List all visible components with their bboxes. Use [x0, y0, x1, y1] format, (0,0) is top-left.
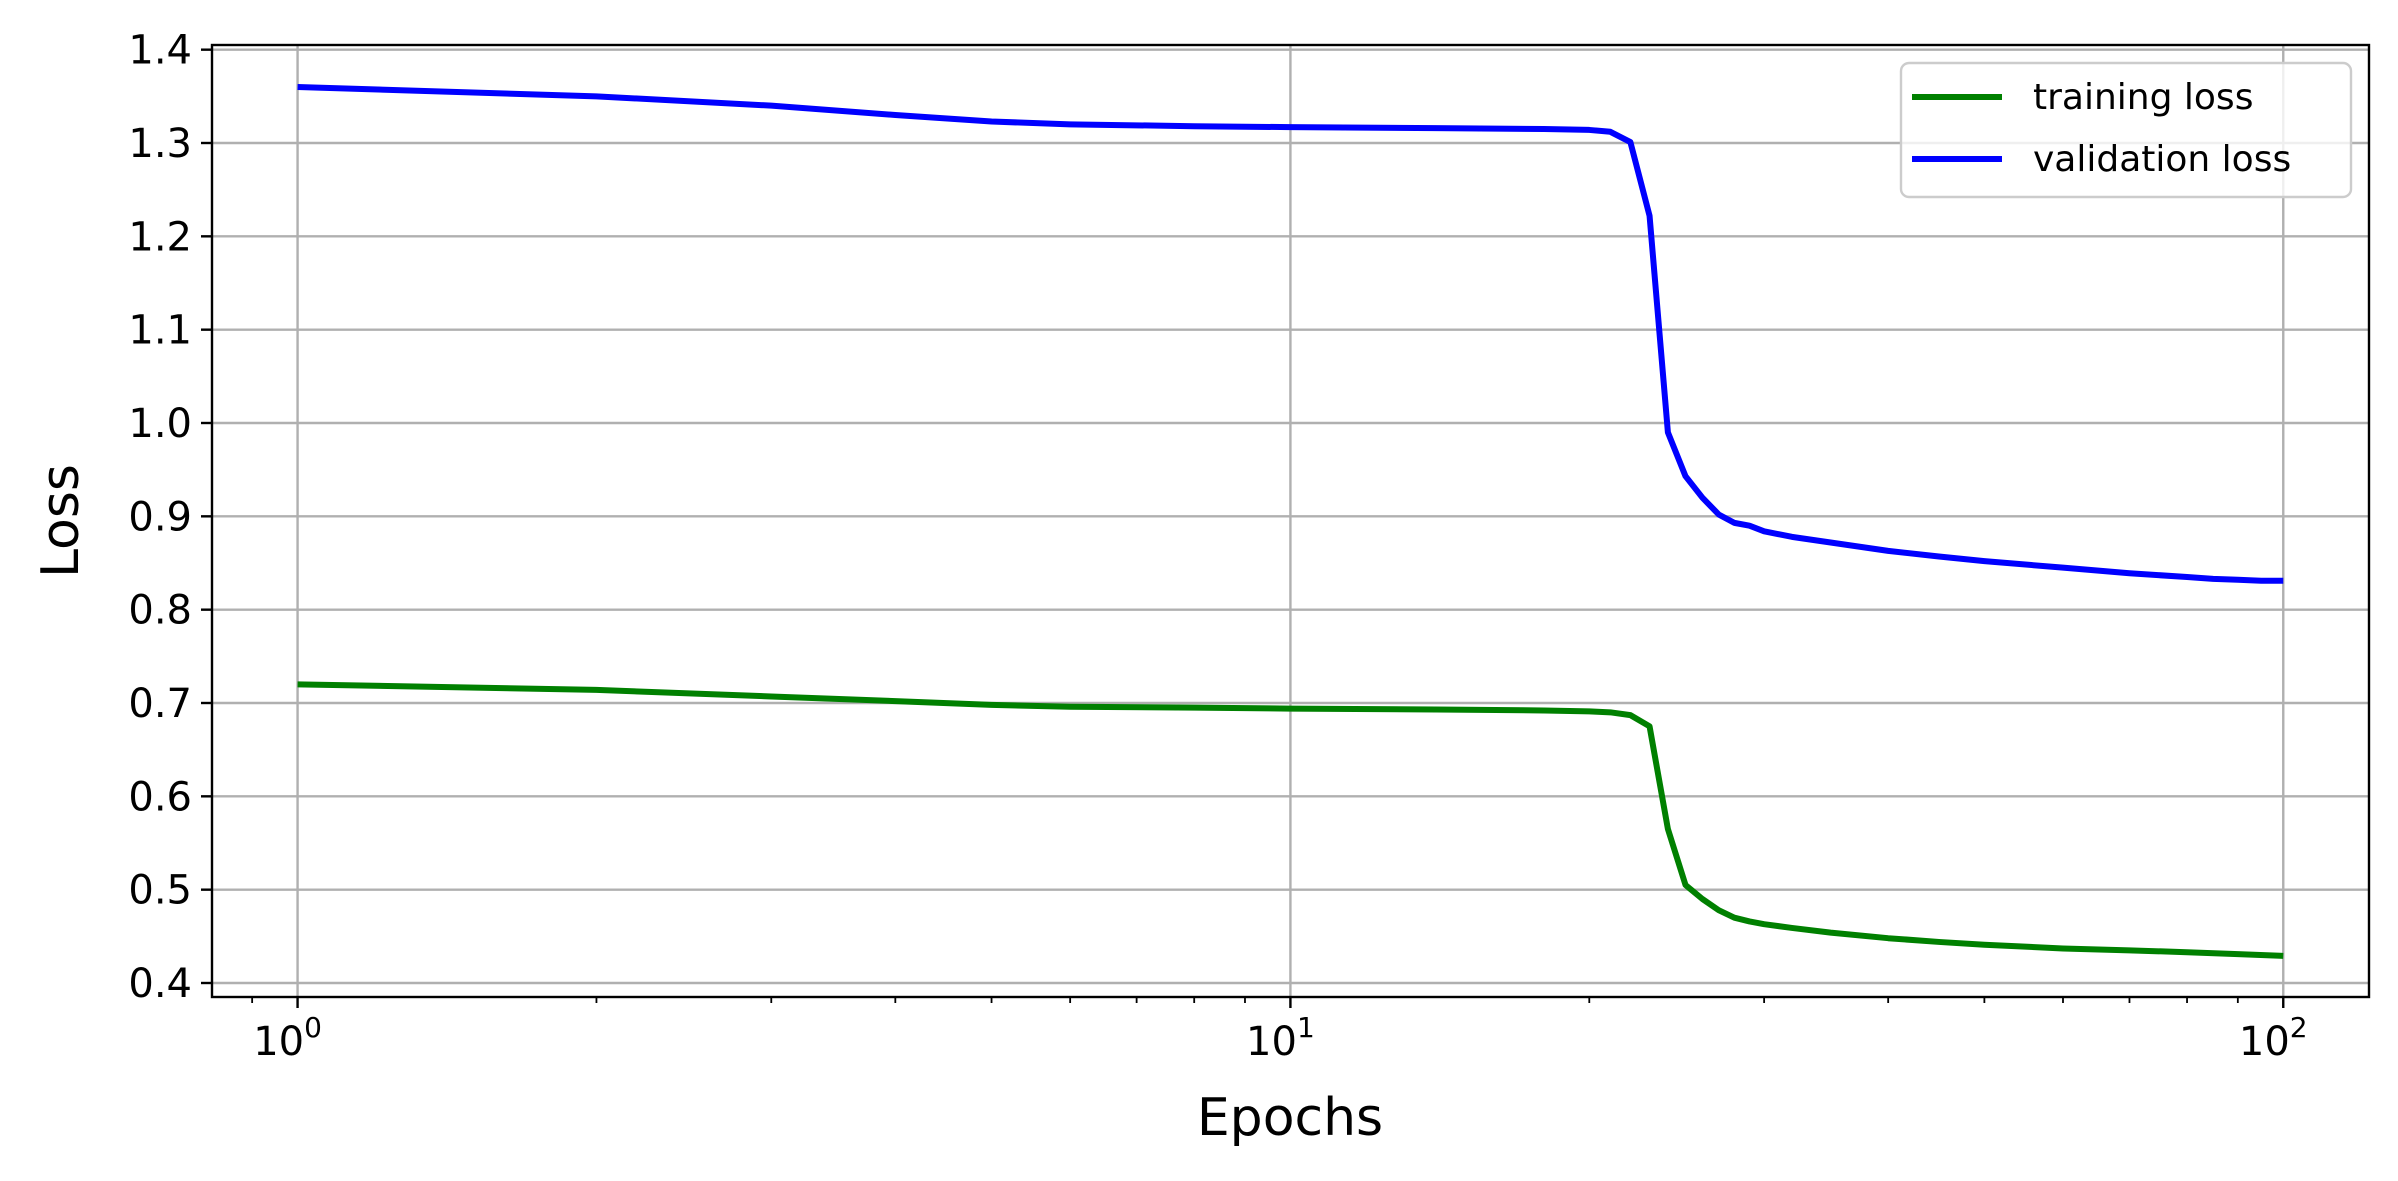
- x-tick-exponent: 1: [1297, 1011, 1315, 1044]
- x-tick-label: 101: [1246, 1011, 1315, 1065]
- series-line-0: [297, 681, 2284, 959]
- y-tick-label: 0.4: [128, 961, 192, 1007]
- y-tick-label: 1.2: [128, 214, 192, 260]
- x-tick-base: 10: [2239, 1019, 2290, 1065]
- y-tick-label: 0.5: [128, 868, 192, 914]
- series-line-1: [297, 84, 2284, 584]
- y-tick-label: 0.9: [128, 494, 192, 540]
- y-tick-label: 1.1: [128, 308, 192, 354]
- x-tick-base: 10: [253, 1019, 304, 1065]
- y-tick-label: 1.4: [128, 28, 192, 74]
- x-axis-label: Epochs: [1197, 1088, 1383, 1148]
- y-tick-label: 0.8: [128, 588, 192, 634]
- x-tick-label: 102: [2239, 1011, 2308, 1065]
- legend-label: validation loss: [2033, 139, 2291, 180]
- series-lines: [297, 84, 2284, 959]
- y-axis-label: Loss: [31, 464, 91, 578]
- y-tick-label: 1.3: [128, 121, 192, 167]
- legend-box: [1899, 61, 2353, 199]
- x-axis-ticks: 100 101 102: [251, 997, 2308, 1065]
- grid-lines: [212, 45, 2369, 997]
- y-axis-ticks: 0.4 0.5 0.6 0.7 0.8 0.9 1.0 1.1 1.2 1.3 1.4: [128, 28, 212, 1007]
- legend: training loss validation loss: [1899, 61, 2353, 199]
- x-tick-exponent: 0: [304, 1011, 322, 1044]
- x-tick-exponent: 2: [2290, 1011, 2308, 1044]
- y-tick-label: 0.7: [128, 681, 192, 727]
- y-tick-label: 1.0: [128, 401, 192, 447]
- y-tick-label: 0.6: [128, 774, 192, 820]
- x-tick-label: 100: [253, 1011, 322, 1065]
- legend-label: training loss: [2033, 77, 2253, 118]
- x-tick-base: 10: [1246, 1019, 1297, 1065]
